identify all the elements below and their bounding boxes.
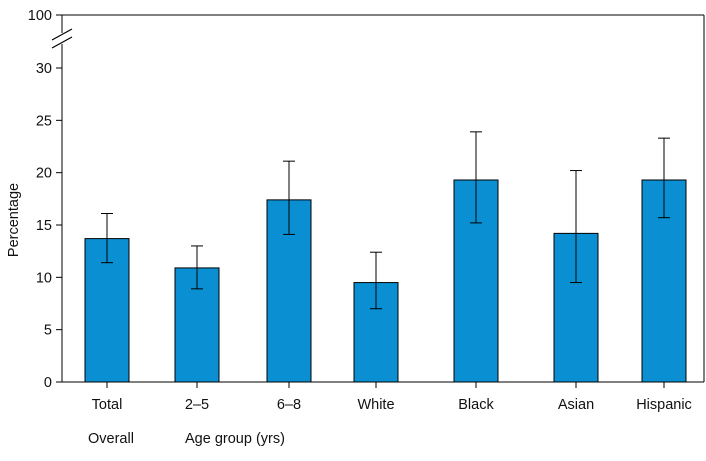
y-tick-label: 25: [36, 113, 52, 129]
y-tick-label: 20: [36, 166, 52, 182]
axis-break-mark-lower: [51, 36, 73, 49]
y-axis-title: Percentage: [6, 183, 22, 257]
labels: 0 5 10 15 20 25 30 100 Total 2–5 6–8 White Black Asia…: [28, 8, 692, 413]
y-tick-label: 10: [36, 270, 52, 286]
x-tick-label: Hispanic: [636, 397, 692, 413]
error-bars: [101, 131, 670, 310]
bars: [84, 179, 687, 383]
y-tick-label: 30: [36, 61, 52, 77]
group-label-overall: Overall: [88, 431, 134, 447]
x-tick-label: 6–8: [277, 397, 301, 413]
axis-break-mark-upper: [51, 28, 73, 41]
y-tick-label: 15: [36, 218, 52, 234]
y-tick-label: 0: [44, 375, 52, 391]
x-tick-label: Total: [92, 397, 123, 413]
x-tick-label: 2–5: [185, 397, 209, 413]
group-label-age-group: Age group (yrs): [185, 431, 285, 447]
y-tick-label: 5: [44, 323, 52, 339]
x-tick-label: Black: [458, 397, 494, 413]
x-tick-label: White: [357, 397, 394, 413]
x-tick-label: Asian: [558, 397, 594, 413]
y-tick-label-break-top: 100: [28, 8, 52, 24]
